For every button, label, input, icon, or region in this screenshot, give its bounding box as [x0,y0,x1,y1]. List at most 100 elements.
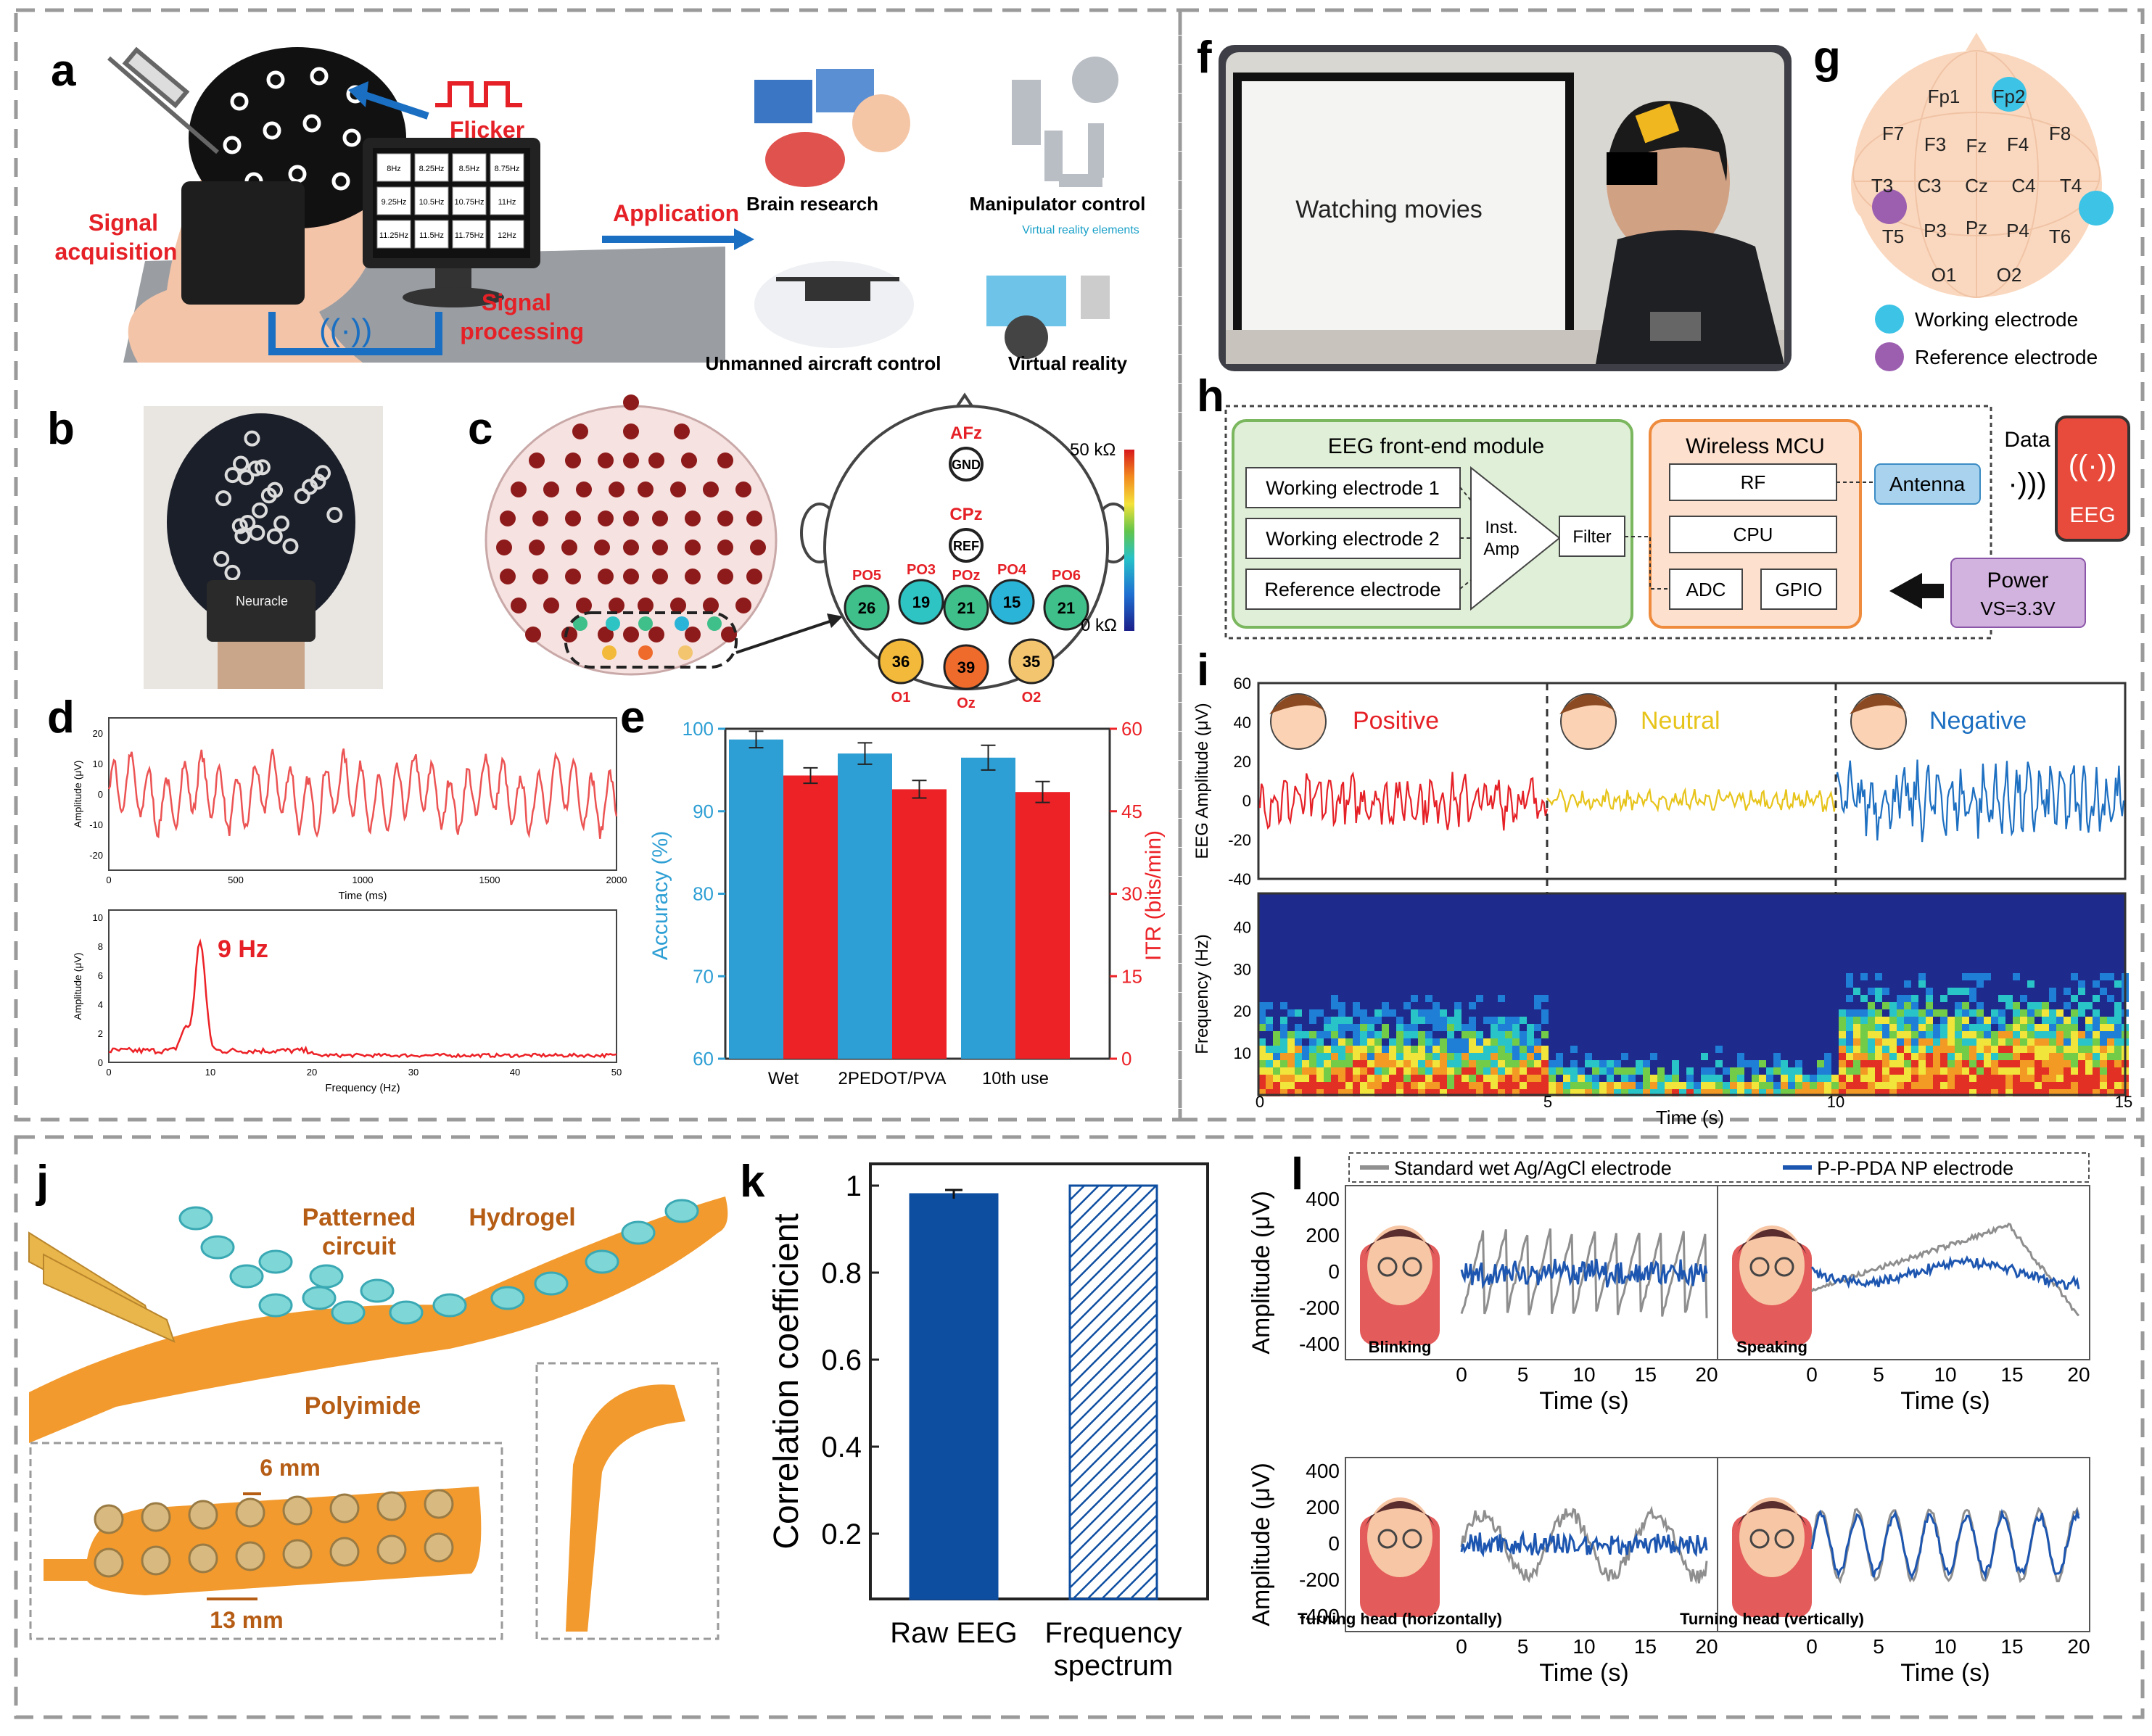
electrode-label: F7 [1882,123,1904,144]
spectrogram-cell [2049,1075,2056,1082]
spectrogram-cell [1911,1082,1918,1089]
spectrogram-cell [1382,1067,1389,1075]
spectrogram-cell [1425,1089,1432,1096]
spectrogram-cell [1824,1075,1831,1082]
spectrogram-cell [1505,1046,1512,1053]
electrode-dot [529,452,545,468]
spectrogram-cell [2100,1075,2107,1082]
spectrogram-cell [1911,1046,1918,1053]
spectrogram-cell [2042,1009,2049,1017]
spectrogram-cell [1527,1046,1534,1053]
spectrogram-cell [1607,1075,1614,1082]
cap-electrode-ring [213,550,230,567]
hydrogel-pad [309,1264,344,1289]
spectrogram-cell [2107,1017,2114,1024]
spectrogram-cell [1882,1017,1889,1024]
spectrogram-cell [1810,1075,1817,1082]
cap-electrode-ring [224,564,241,581]
spectrogram-cell [1331,1082,1338,1089]
spectrogram-cell [1962,1060,1969,1067]
spectrogram-cell [1338,1046,1345,1053]
spectrogram-cell [1701,1053,1708,1060]
avatar-hair-icon [1365,1229,1435,1255]
spectrogram-cell [1730,1067,1737,1075]
spectrogram-cell [1853,1082,1860,1089]
spectrogram-cell [2093,1067,2100,1075]
frequency-label: 8.5Hz [459,165,480,173]
spectrogram-cell [1258,1053,1266,1060]
spectrogram-cell [2085,1089,2093,1096]
spectrogram-cell [1926,1067,1933,1075]
spectrogram-cell [1918,1046,1926,1053]
cap-electrode-ring [266,528,283,545]
electrode-dot [565,569,581,584]
spectrogram-cell [1955,988,1962,995]
spectrogram-cell [1715,1082,1723,1089]
spectrogram-cell [1810,1082,1817,1089]
spectrogram-cell [1752,1060,1759,1067]
cap-electrode-ring [244,430,260,447]
spectrogram-cell [1295,1089,1302,1096]
spectrogram-cell [1933,1067,1940,1075]
spectrogram-cell [1403,1038,1411,1046]
spectrogram-cell [1788,1075,1795,1082]
spectrogram-cell [1976,1009,1984,1017]
spectrogram-cell [1425,1031,1432,1038]
spectrogram-cell [1846,980,1853,988]
spectrogram-cell [1498,1017,1505,1024]
spectrogram-cell [2107,1082,2114,1089]
electrode-name: Oz [957,695,976,711]
spectrogram-cell [1679,1082,1686,1089]
tick-label: 0.8 [821,1257,862,1289]
avatar-hair-icon [1737,1229,1807,1255]
spectrogram-cell [1454,1046,1462,1053]
spectrogram-cell [2064,1060,2071,1067]
spectrogram-cell [1962,1031,1969,1038]
frequency-label: 12Hz [498,231,516,240]
frequency-cell [490,186,524,215]
spectrogram-cell [1860,973,1868,980]
spectrogram-cell [1374,1009,1382,1017]
tick-label: 8 [98,941,103,952]
electrode-dot [623,627,639,642]
spectrogram-cell [1607,1060,1614,1067]
spectrogram-cell [2100,973,2107,980]
spectrogram-cell [1338,1089,1345,1096]
k-ylabel: Correlation coefficient [767,1213,806,1549]
spectrogram-cell [2071,1031,2078,1038]
spectrogram-cell [2005,1024,2013,1031]
frequency-label: 8Hz [387,165,401,173]
eeg-plot-frame [1257,682,2127,880]
phone-label: EEG [2069,503,2115,527]
spectrogram-cell [2114,1075,2122,1082]
electrode-label: T3 [1871,175,1893,197]
legend-reference-label: Reference electrode [1915,346,2098,368]
electrode-impedance: 21 [1058,599,1075,617]
spectrogram-cell [2064,1046,2071,1053]
spectrogram-cell [1360,1089,1367,1096]
spectrogram-cell [1940,1038,1947,1046]
spectrogram-cell [1382,1031,1389,1038]
spectrogram-cell [2013,1046,2020,1053]
spectrogram-cell [1889,1067,1897,1075]
spectrogram-cell [1940,1017,1947,1024]
spectrogram-cell [1998,1067,2005,1075]
spectrogram-cell [1926,1038,1933,1046]
spectrogram-cell [1309,1017,1316,1024]
spectrogram-cell [2078,1060,2085,1067]
electrode-dot [623,394,639,410]
electrode-label: T5 [1882,226,1904,247]
spectrogram-cell [1723,1089,1730,1096]
spectrogram-cell [1469,1031,1476,1038]
spectrogram-cell [1955,1089,1962,1096]
spectrogram-cell [1933,1082,1940,1089]
flexed-strip [566,1384,685,1632]
spectrogram-cell [2005,1053,2013,1060]
working-electrode-marker-t4 [2079,191,2114,226]
spectrogram-cell [1418,1046,1425,1053]
spectrogram-cell [2027,1089,2034,1096]
spectrogram-cell [1476,1053,1483,1060]
tick-label: 1500 [479,875,500,885]
